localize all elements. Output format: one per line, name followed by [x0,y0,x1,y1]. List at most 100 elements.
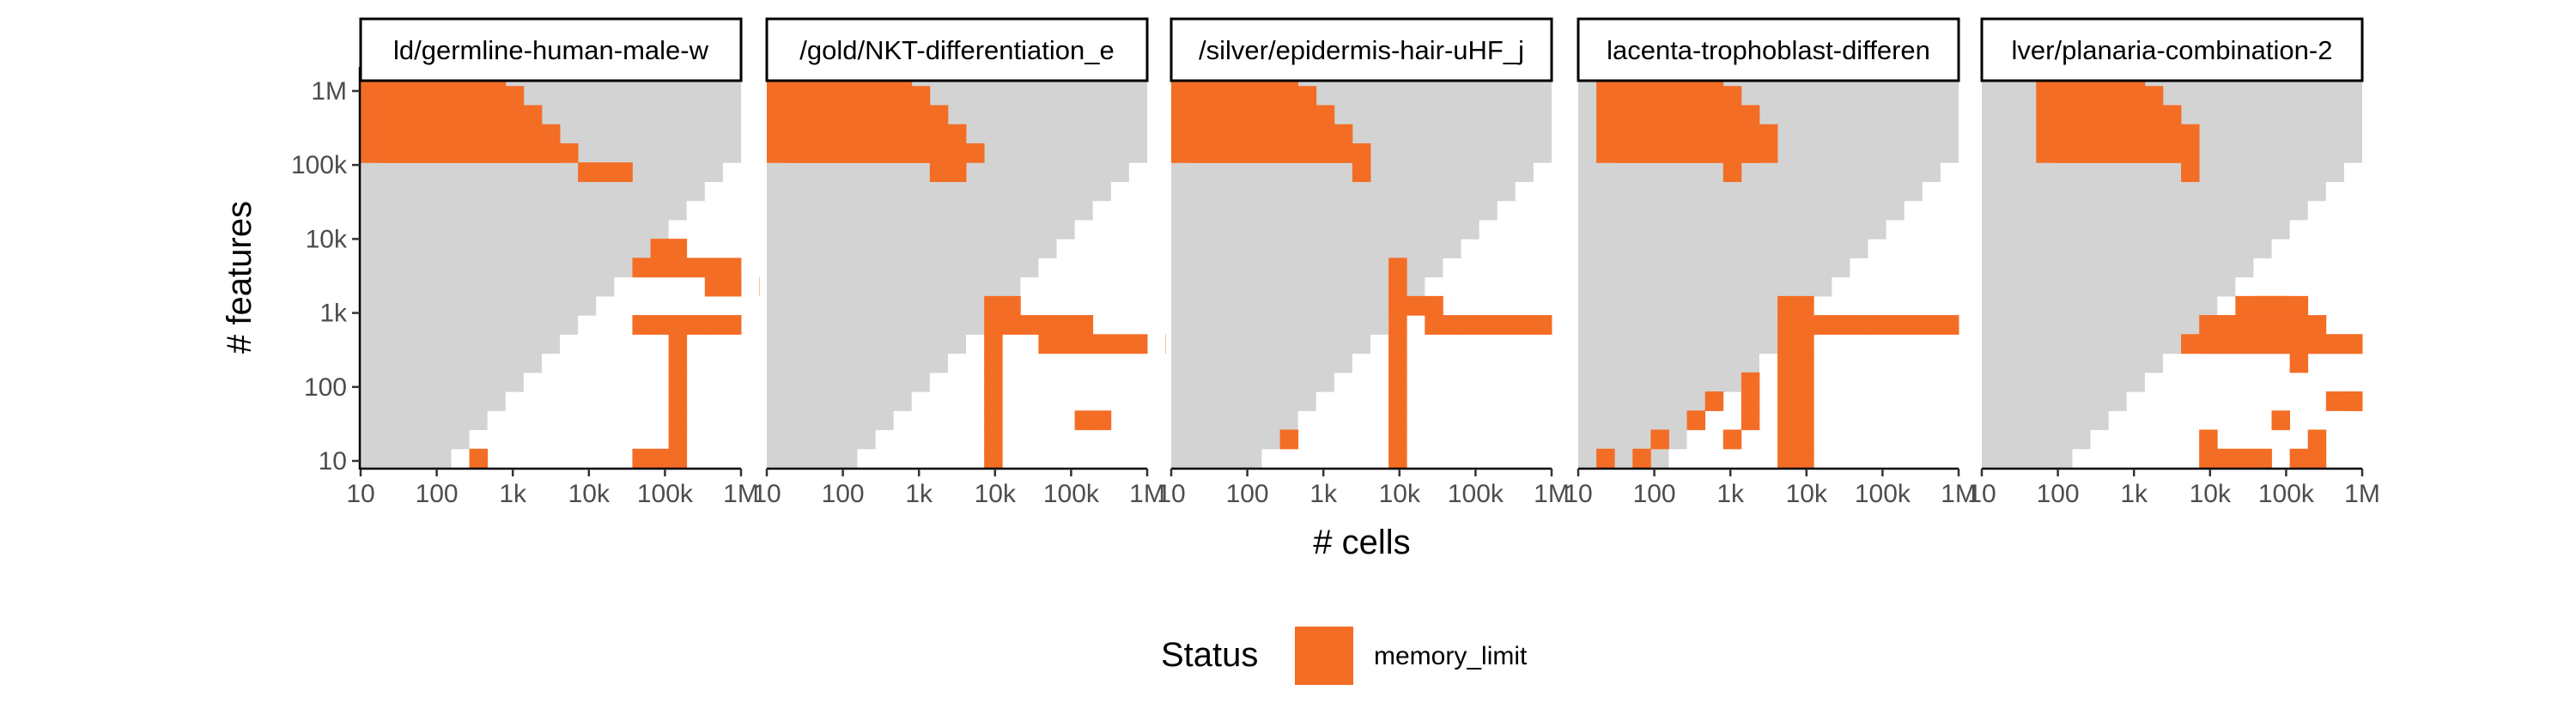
tested-region-row [1171,334,1371,354]
tested-region-row [1982,239,2272,258]
tested-region-row [1578,429,1687,450]
y-axis: 10 100 1k 10k 100k 1M [291,67,361,476]
memory-limit-cell [2162,142,2200,163]
memory-limit-cell [1777,353,1796,373]
memory-limit-cell [668,239,688,258]
tested-region-row [1171,239,1461,258]
memory-limit-cell [722,315,742,335]
x-tick-label: 1k [1716,480,1745,508]
x-tick-label: 1M [1129,480,1165,508]
x-tick-label: 10 [1157,480,1185,508]
tested-region-row [361,276,615,297]
strip-box [1980,17,2364,82]
memory-limit-cell [947,142,985,163]
tested-region-row [361,239,651,258]
memory-limit-cell [1497,315,1516,335]
memory-limit-cell [668,429,688,450]
memory-limit-cell [893,86,931,106]
memory-limit-cell [1741,391,1760,411]
memory-limit-cell [1406,295,1425,316]
x-tick-label: 100 [2037,480,2080,508]
memory-limit-cell [1795,448,1814,469]
memory-limit-cell [1110,334,1130,354]
memory-limit-cell [1388,391,1407,411]
memory-limit-cell [1002,315,1021,335]
memory-limit-cell [1777,448,1796,469]
x-tick-label: 1M [1941,480,1977,508]
memory-limit-cell [722,258,742,278]
x-tick-label: 1M [723,480,759,508]
tested-region-row [1578,353,1759,373]
memory-limit-cell [469,448,489,469]
tested-region-row [767,239,1057,258]
memory-limit-cell [1832,315,1850,335]
tested-region-row [361,334,561,354]
memory-limit-cell [578,162,597,183]
memory-limit-cell [1741,410,1760,431]
x-tick-label: 10 [346,480,374,508]
x-tick-label: 10k [568,480,611,508]
tested-region-row [361,219,669,239]
memory-limit-cell [2199,429,2218,450]
memory-limit-cell [1297,105,1335,125]
memory-limit-cell [1038,315,1057,335]
memory-limit-cell [1704,391,1724,411]
memory-limit-cell [1388,315,1407,335]
memory-limit-cell [2199,448,2218,469]
memory-limit-cell [2271,410,2291,431]
memory-limit-cell [2289,315,2327,335]
tested-region-row [1171,410,1298,431]
tested-region-row [1982,429,2091,450]
tested-region-row [767,334,967,354]
tested-region-row [1982,295,2218,316]
tested-region-row [1578,258,1850,278]
memory-limit-cell [2126,86,2164,106]
memory-limit-cell [596,162,633,183]
tested-region-row [1171,219,1479,239]
x-tick-label: 10k [1379,480,1421,508]
strip-label: /gold/NKT-differentiation_e [799,35,1115,65]
memory-limit-cell [1777,295,1796,316]
x-tick-label: 100 [822,480,865,508]
memory-limit-cell [2289,448,2327,469]
x-tick-label: 10k [975,480,1017,508]
memory-limit-cell [1443,315,1461,335]
memory-limit-cell [929,162,949,183]
facet-panel-1: ld/germline-human-male-w 10 100 1k 10k 100k 1M [346,17,760,508]
memory-limit-cell [1461,315,1480,335]
memory-limit-cell [1388,295,1407,316]
memory-limit-cell [1074,315,1094,335]
memory-limit-cell [668,372,688,392]
memory-limit-cell [1074,410,1094,431]
memory-limit-cell [1795,295,1814,316]
memory-limit-cell [1795,315,1814,335]
strip-box [1170,17,1553,82]
memory-limit-cell [2235,448,2254,469]
memory-limit-cell [1056,334,1076,354]
tested-region-row [1982,258,2254,278]
legend: Status memory_limit [1161,627,1528,685]
tested-region-row [361,391,506,411]
x-axis-title: # cells [1313,524,1410,561]
memory-limit-cell [1632,448,1651,469]
memory-limit-cell [722,276,742,297]
tested-region-row [1578,410,1705,431]
memory-limit-cell [1650,429,1669,450]
memory-limit-cell [1128,334,1148,354]
tested-region-row [1982,410,2109,431]
memory-limit-cell [1741,142,1778,163]
tested-region-row [767,429,876,450]
y-tick-label: 1M [311,77,347,106]
memory-limit-cell [2343,391,2363,411]
memory-limit-cell [650,258,670,278]
memory-limit-cell [2289,353,2309,373]
x-tick-label: 1k [2120,480,2148,508]
facet-panel-2: /gold/NKT-differentiation_e 10 100 1k 10k 100… [752,17,1166,508]
tested-region-row [1578,181,1923,202]
memory-limit-cell [668,391,688,411]
memory-limit-cell [1388,448,1407,469]
memory-limit-cell [1533,315,1552,335]
memory-limit-cell [668,315,688,335]
memory-limit-cell [1515,315,1534,335]
memory-limit-cell [1795,410,1814,431]
